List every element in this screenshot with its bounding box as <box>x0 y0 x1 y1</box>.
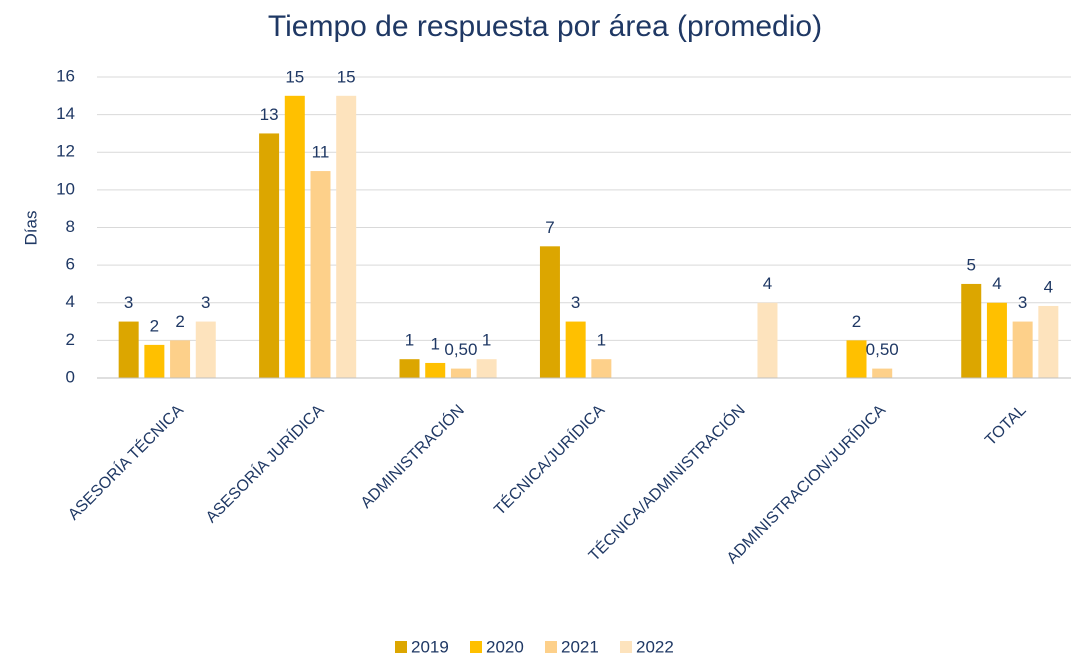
y-tick-label: 8 <box>66 217 75 236</box>
x-tick-label: TÉCNICA/JURÍDICA <box>490 400 609 519</box>
data-label: 4 <box>1044 277 1053 296</box>
legend-swatch <box>395 641 407 653</box>
bar <box>450 368 471 378</box>
y-axis-label: Días <box>21 211 40 246</box>
chart-title: Tiempo de respuesta por área (promedio) <box>268 10 822 43</box>
data-label: 3 <box>571 293 580 312</box>
x-tick-label: ADMINISTRACION/JURÍDICA <box>722 400 889 567</box>
data-label: 2 <box>150 316 159 335</box>
x-tick-label: ASESORÍA JURÍDICA <box>201 400 327 526</box>
y-tick-label: 2 <box>66 330 75 349</box>
bar <box>1012 321 1033 378</box>
y-tick-label: 4 <box>66 292 75 311</box>
bar <box>476 359 497 378</box>
bar <box>170 340 191 378</box>
data-label: 1 <box>405 331 414 350</box>
legend-label: 2021 <box>561 637 599 656</box>
legend-label: 2020 <box>486 637 524 656</box>
data-label: 11 <box>312 143 330 162</box>
bar <box>259 133 280 378</box>
x-tick-label: ASESORÍA TÉCNICA <box>64 400 187 523</box>
y-tick-label: 0 <box>66 367 75 386</box>
data-label: 4 <box>992 274 1001 293</box>
data-label: 4 <box>763 274 772 293</box>
legend-label: 2022 <box>636 637 674 656</box>
legend-label: 2019 <box>411 637 449 656</box>
bar <box>1038 305 1059 378</box>
data-label: 1 <box>482 331 491 350</box>
data-label: 13 <box>260 105 279 124</box>
y-tick-label: 12 <box>56 142 75 161</box>
data-label: 3 <box>201 293 210 312</box>
bar <box>591 359 612 378</box>
bar <box>425 362 446 378</box>
data-label: 7 <box>545 218 554 237</box>
data-label: 0,50 <box>444 340 477 359</box>
x-tick-label: TÉCNICA/ADMINISTRACIÓN <box>584 400 748 564</box>
y-tick-label: 6 <box>66 255 75 274</box>
data-label: 3 <box>124 293 133 312</box>
y-tick-label: 10 <box>56 179 75 198</box>
bar <box>872 368 893 378</box>
bar <box>310 171 331 378</box>
bar <box>539 246 560 378</box>
bar <box>144 344 165 378</box>
bar <box>195 321 216 378</box>
bar <box>118 321 139 378</box>
x-tick-label: ADMINISTRACIÓN <box>356 400 468 512</box>
data-label: 15 <box>337 67 356 86</box>
legend-swatch <box>620 641 632 653</box>
data-label: 15 <box>285 67 304 86</box>
bar <box>399 359 420 378</box>
data-label: 5 <box>967 255 976 274</box>
legend-swatch <box>470 641 482 653</box>
data-label: 3 <box>1018 293 1027 312</box>
y-tick-label: 16 <box>56 66 75 85</box>
bar <box>284 95 305 378</box>
y-tick-label: 14 <box>56 104 75 123</box>
bar <box>336 95 357 378</box>
bar <box>846 340 867 378</box>
bar <box>565 321 586 378</box>
x-tick-label: TOTAL <box>982 402 1030 450</box>
data-label: 2 <box>852 312 861 331</box>
data-label: 0,50 <box>866 340 899 359</box>
bar <box>757 302 778 378</box>
legend-swatch <box>545 641 557 653</box>
bar <box>986 302 1007 378</box>
bar <box>961 283 982 378</box>
data-label: 1 <box>430 334 439 353</box>
data-label: 1 <box>597 331 606 350</box>
data-label: 2 <box>175 312 184 331</box>
